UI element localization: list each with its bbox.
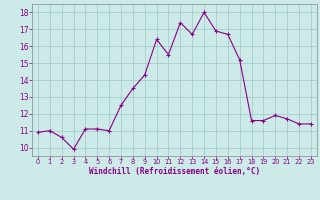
- X-axis label: Windchill (Refroidissement éolien,°C): Windchill (Refroidissement éolien,°C): [89, 167, 260, 176]
